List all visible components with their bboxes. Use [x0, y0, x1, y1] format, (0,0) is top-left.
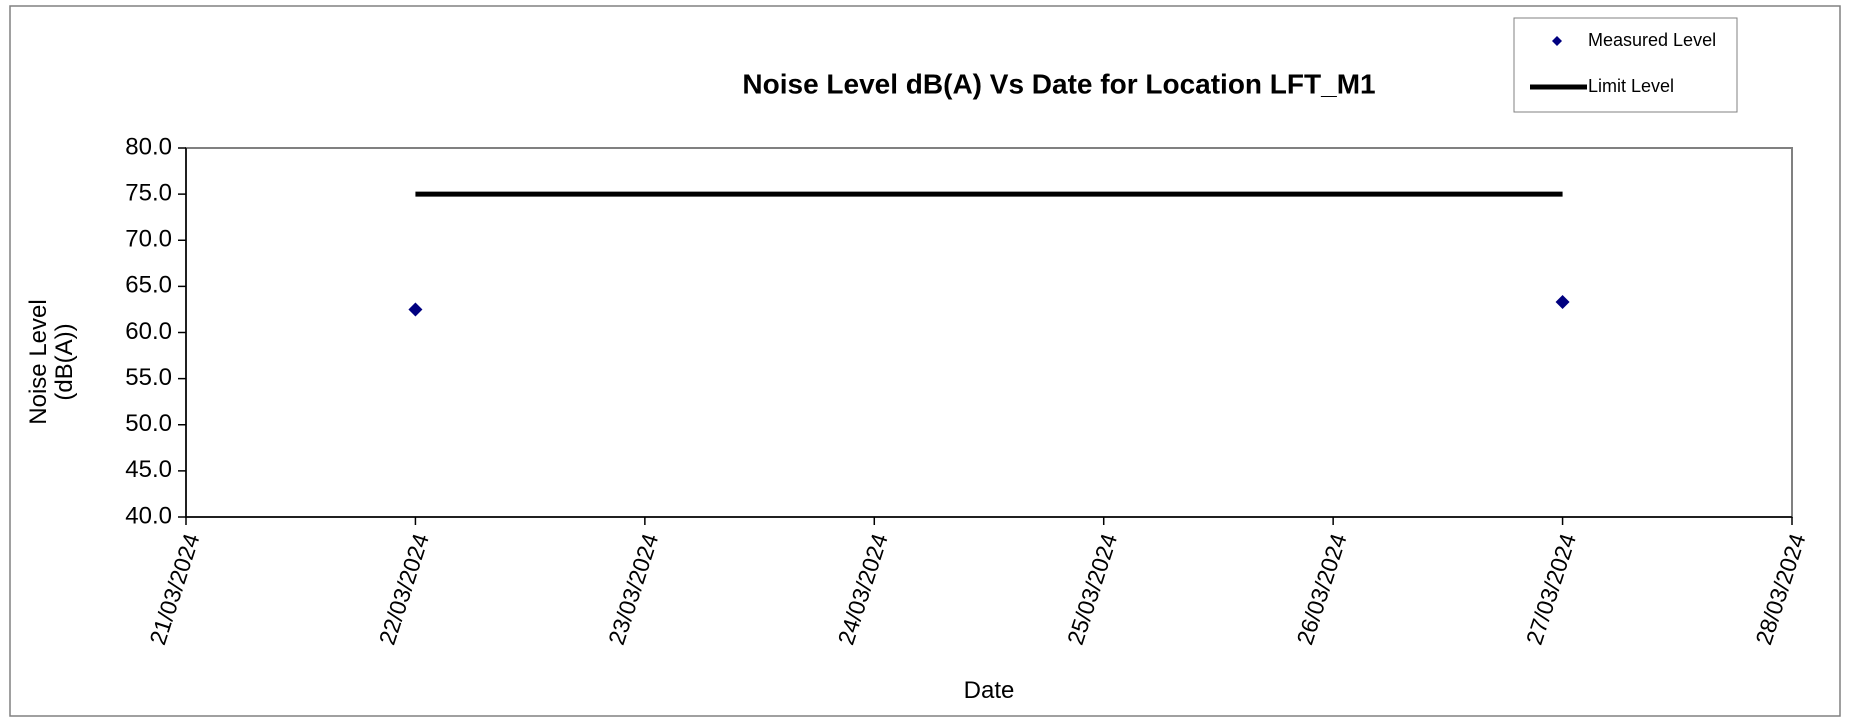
y-axis-label-line: Noise Level — [25, 299, 52, 424]
y-tick-label: 70.0 — [125, 226, 172, 253]
chart-title: Noise Level dB(A) Vs Date for Location L… — [742, 68, 1375, 99]
data-point — [408, 302, 423, 317]
y-tick-label: 40.0 — [125, 502, 172, 529]
legend-label: Measured Level — [1588, 30, 1716, 50]
data-point — [1555, 295, 1570, 310]
y-tick-label: 75.0 — [125, 179, 172, 206]
y-axis-label-line: (dB(A)) — [51, 323, 78, 400]
y-tick-label: 80.0 — [125, 133, 172, 160]
chart-border — [9, 5, 1841, 717]
legend-label: Limit Level — [1588, 76, 1674, 96]
y-tick-label: 50.0 — [125, 410, 172, 437]
y-axis-label: Noise Level(dB(A)) — [25, 299, 78, 424]
y-tick-label: 55.0 — [125, 364, 172, 391]
legend-box — [1513, 17, 1738, 113]
y-tick-label: 65.0 — [125, 272, 172, 299]
x-axis-label: Date — [964, 677, 1015, 704]
y-tick-label: 45.0 — [125, 456, 172, 483]
y-tick-label: 60.0 — [125, 318, 172, 345]
legend-marker — [1552, 36, 1562, 46]
